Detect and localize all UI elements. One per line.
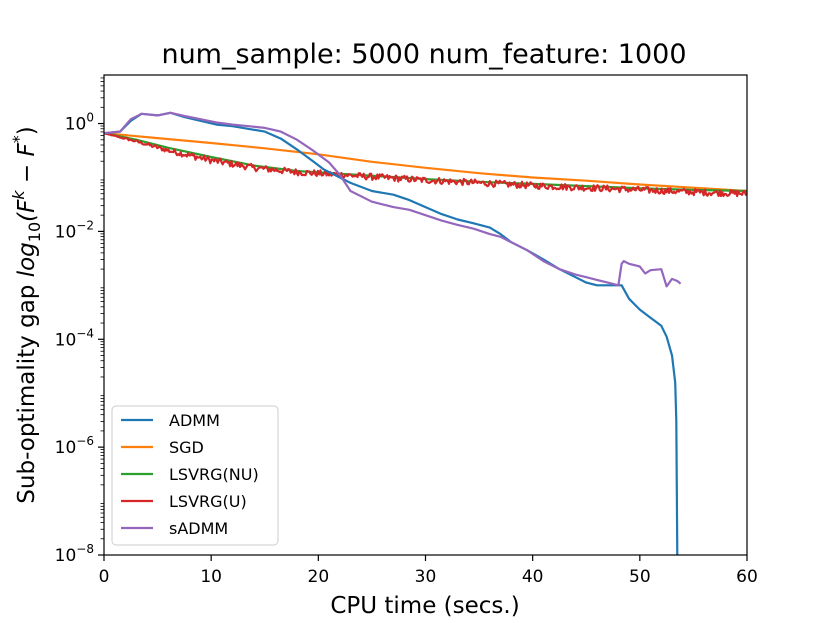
y-tick-label: 10−8 — [55, 542, 94, 566]
y-axis-label-open: (F — [14, 199, 40, 222]
x-tick-label: 0 — [99, 567, 110, 587]
legend-label: SGD — [169, 438, 204, 457]
chart-title: num_sample: 5000 num_feature: 1000 — [161, 39, 686, 70]
x-axis-ticks: 0 10 20 30 40 50 60 — [99, 555, 758, 587]
legend-label: LSVRG(U) — [169, 492, 247, 511]
x-tick-label: 20 — [308, 567, 330, 587]
y-tick-label: 100 — [65, 111, 94, 135]
legend-label: sADMM — [169, 519, 228, 538]
x-tick-label: 60 — [736, 567, 758, 587]
y-axis-label-close: ) — [14, 126, 40, 135]
y-axis-ticks: 100 10−2 10−4 10−6 10−8 — [55, 77, 104, 566]
series-layer — [104, 111, 747, 555]
x-axis-label: CPU time (secs.) — [330, 593, 519, 619]
y-axis-label-sup-k: k — [9, 190, 28, 200]
series-line-sgd — [104, 132, 747, 193]
legend: ADMM SGD LSVRG(NU) LSVRG(U) sADMM — [111, 405, 279, 546]
y-axis-label-log: log — [14, 242, 40, 277]
y-tick-label: 10−2 — [55, 218, 94, 242]
series-line-admm — [104, 111, 679, 555]
y-axis-label: Sub-optimality gap log10(Fk − F*) — [9, 126, 44, 503]
legend-box — [111, 405, 279, 546]
y-axis-label-prefix: Sub-optimality gap — [14, 277, 40, 503]
y-tick-label: 10−6 — [55, 434, 94, 458]
x-tick-label: 10 — [200, 567, 222, 587]
legend-label: ADMM — [169, 411, 220, 430]
series-line-lsvrg-u — [104, 132, 747, 198]
y-tick-label: 10−4 — [55, 326, 94, 350]
legend-label: LSVRG(NU) — [169, 465, 259, 484]
y-axis-label-minus: − F — [14, 143, 40, 191]
x-tick-label: 40 — [522, 567, 544, 587]
x-tick-label: 30 — [415, 567, 437, 587]
series-line-sadmm — [104, 111, 682, 288]
x-tick-label: 50 — [629, 567, 651, 587]
y-axis-label-sup-star: * — [9, 135, 28, 143]
y-axis-label-sub: 10 — [25, 222, 44, 242]
